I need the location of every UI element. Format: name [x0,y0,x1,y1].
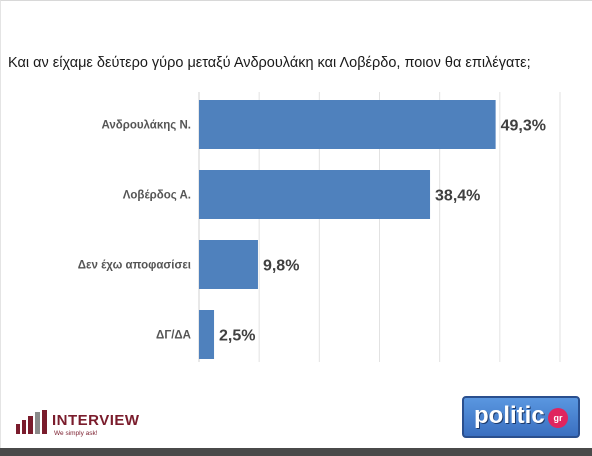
category-labels: Ανδρουλάκης Ν. Λοβέρδος Α. Δεν έχω αποφασί… [78,120,191,342]
politic-wordmark: politic [474,402,545,429]
category-label: Ανδρουλάκης Ν. [101,120,191,132]
category-label: Λοβέρδος Α. [123,190,191,202]
interview-wordmark: INTERVIEW [52,412,140,429]
data-label: 9,8% [263,258,299,275]
bar [199,240,258,289]
bar [199,170,431,219]
interview-bars-icon [16,410,47,434]
bottom-strip [0,448,592,456]
interview-tagline: We simply ask! [54,430,98,437]
politic-logo: politic gr [462,396,580,438]
data-label: 2,5% [219,328,255,345]
politic-gr-badge: gr [548,408,568,428]
bar-chart: Ανδρουλάκης Ν. Λοβέρδος Α. Δεν έχω αποφασί… [78,92,561,362]
bar [199,310,215,359]
interview-logo: INTERVIEW We simply ask! [14,408,154,444]
chart-title: Και αν είχαμε δεύτερο γύρο μεταξύ Ανδρου… [8,55,531,71]
bar [199,100,496,149]
data-label: 49,3% [501,118,546,135]
category-label: Δεν έχω αποφασίσει [78,260,191,272]
category-label: ΔΓ/ΔΑ [156,330,191,342]
data-label: 38,4% [435,188,480,205]
bars [199,100,496,359]
value-labels: 49,3% 38,4% 9,8% 2,5% [219,118,546,345]
